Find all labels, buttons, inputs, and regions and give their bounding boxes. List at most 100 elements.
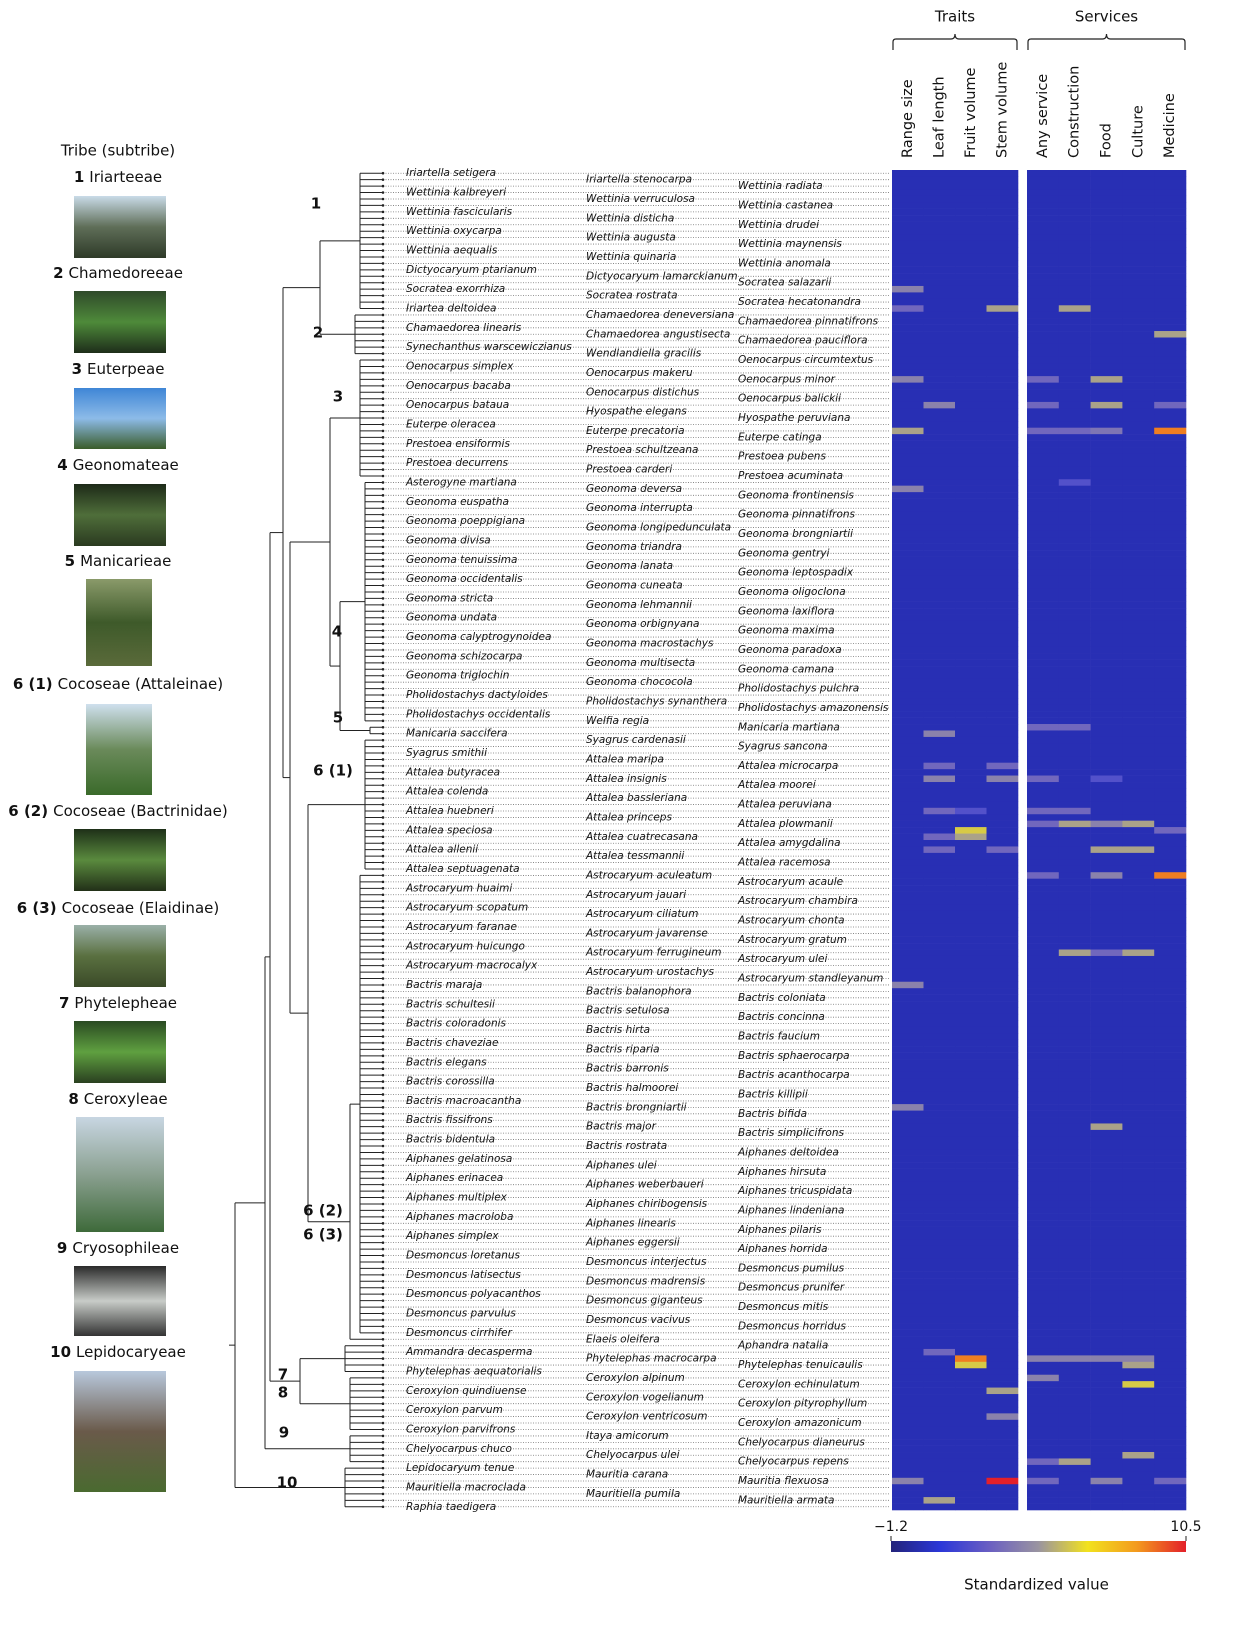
- tip-node: [382, 1203, 385, 1206]
- heatmap-cell: [1091, 969, 1123, 976]
- heatmap-cell: [1122, 222, 1154, 229]
- heatmap-cell: [1154, 1285, 1186, 1292]
- species-label: Oenocarpus balickii: [738, 393, 841, 405]
- heatmap-cell: [1122, 441, 1154, 448]
- heatmap-cell: [987, 988, 1019, 995]
- heatmap-cell: [1027, 904, 1059, 911]
- heatmap-cell: [1027, 357, 1059, 364]
- heatmap-cell: [1059, 325, 1091, 332]
- heatmap-cell: [1154, 1343, 1186, 1350]
- heatmap-cell: [892, 1323, 924, 1330]
- heatmap-cell: [955, 808, 987, 815]
- heatmap-cell: [1059, 879, 1091, 886]
- tip-node: [382, 500, 385, 503]
- tribe-photo: [74, 925, 166, 987]
- heatmap-cell: [955, 924, 987, 931]
- heatmap-cell: [1027, 743, 1059, 750]
- heatmap-cell: [1091, 196, 1123, 203]
- heatmap-cell: [987, 776, 1019, 783]
- heatmap-cell: [987, 634, 1019, 641]
- heatmap-cell: [892, 1297, 924, 1304]
- heatmap-cell: [1091, 1291, 1123, 1298]
- heatmap-cell: [924, 234, 956, 241]
- heatmap-cell: [987, 1059, 1019, 1066]
- species-label: Aiphanes weberbaueri: [585, 1179, 704, 1191]
- heatmap-cell: [1027, 1181, 1059, 1188]
- heatmap-cell: [1059, 312, 1091, 319]
- heatmap-cell: [1091, 1130, 1123, 1137]
- species-label: Astrocaryum huicungo: [405, 940, 525, 952]
- heatmap-cell: [1122, 917, 1154, 924]
- heatmap-cell: [955, 627, 987, 634]
- heatmap-cell: [892, 305, 924, 312]
- tip-node: [382, 1016, 385, 1019]
- heatmap-cell: [924, 1317, 956, 1324]
- heatmap-cell: [924, 956, 956, 963]
- species-label: Chamaedorea angustisecta: [586, 328, 730, 340]
- tribe-name: Phytelepheae: [74, 994, 177, 1012]
- species-label: Prestoea carderi: [586, 464, 672, 476]
- heatmap-cell: [1059, 1046, 1091, 1053]
- heatmap-cell: [1027, 1484, 1059, 1491]
- group-bracket: [1028, 34, 1185, 50]
- heatmap-cell: [924, 1053, 956, 1060]
- heatmap-cell: [1059, 1439, 1091, 1446]
- heatmap-cell: [1154, 627, 1186, 634]
- heatmap-cell: [955, 228, 987, 235]
- heatmap-cell: [1154, 1220, 1186, 1227]
- tip-node: [382, 1390, 385, 1393]
- heatmap-cell: [1154, 1130, 1186, 1137]
- heatmap-cell: [955, 357, 987, 364]
- heatmap-cell: [987, 1027, 1019, 1034]
- heatmap-cell: [924, 1201, 956, 1208]
- heatmap-cell: [1091, 859, 1123, 866]
- tip-node: [382, 320, 385, 323]
- heatmap-cell: [924, 1123, 956, 1130]
- heatmap-cell: [892, 511, 924, 518]
- heatmap-cell: [892, 1130, 924, 1137]
- tip-node: [382, 662, 385, 665]
- heatmap-cell: [1027, 331, 1059, 338]
- heatmap-cell: [924, 1368, 956, 1375]
- heatmap-cell: [1154, 1259, 1186, 1266]
- heatmap-cell: [1059, 524, 1091, 531]
- species-label: Attalea allenii: [405, 844, 478, 856]
- tribe-photo: [74, 291, 166, 353]
- species-label: Pholidostachys dactyloides: [406, 689, 548, 701]
- heatmap-cell: [892, 183, 924, 190]
- tip-node: [382, 223, 385, 226]
- heatmap-cell: [1154, 1136, 1186, 1143]
- heatmap-cell: [892, 1304, 924, 1311]
- heatmap-cell: [955, 537, 987, 544]
- heatmap-cell: [955, 1104, 987, 1111]
- species-label: Mauritiella macroclada: [406, 1481, 526, 1493]
- heatmap-cell: [924, 569, 956, 576]
- heatmap-cell: [892, 569, 924, 576]
- heatmap-cell: [955, 1407, 987, 1414]
- column-label: Range size: [900, 79, 916, 158]
- tip-node: [382, 178, 385, 181]
- heatmap-cell: [1059, 196, 1091, 203]
- tip-node: [382, 1183, 385, 1186]
- heatmap-cell: [1091, 395, 1123, 402]
- species-label: Euterpe catinga: [738, 431, 822, 443]
- heatmap-cell: [987, 769, 1019, 776]
- heatmap-cell: [1027, 879, 1059, 886]
- heatmap-cell: [987, 1304, 1019, 1311]
- heatmap-cell: [987, 325, 1019, 332]
- species-label: Pholidostachys pulchra: [738, 683, 859, 695]
- tribe-photo: [74, 484, 166, 546]
- heatmap-cell: [987, 305, 1019, 312]
- heatmap-cell: [1122, 756, 1154, 763]
- heatmap-cell: [1122, 1272, 1154, 1279]
- heatmap-cell: [1059, 1304, 1091, 1311]
- species-label: Geonoma oligoclona: [738, 586, 846, 598]
- heatmap-cell: [1027, 1104, 1059, 1111]
- heatmap-cell: [1154, 1317, 1186, 1324]
- species-label: Geonoma calyptrogynoidea: [406, 631, 551, 643]
- heatmap-cell: [1122, 280, 1154, 287]
- heatmap-cell: [1027, 885, 1059, 892]
- species-label: Desmoncus loretanus: [406, 1250, 521, 1262]
- heatmap-cell: [1059, 1008, 1091, 1015]
- heatmap-cell: [1027, 1362, 1059, 1369]
